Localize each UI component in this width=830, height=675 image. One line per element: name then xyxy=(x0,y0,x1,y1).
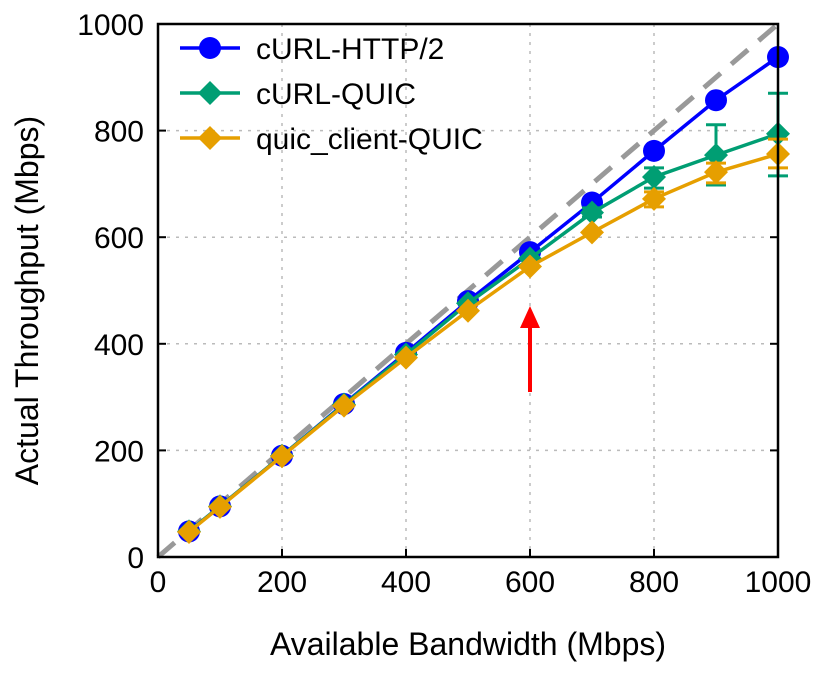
data-point xyxy=(642,186,666,211)
legend-marker xyxy=(198,81,222,105)
data-point xyxy=(208,494,232,519)
data-point xyxy=(704,160,728,185)
data-point xyxy=(580,200,604,225)
data-point xyxy=(394,345,418,370)
legend-marker xyxy=(199,37,221,59)
y-tick-label: 0 xyxy=(127,542,144,575)
legend-label: quic_client-QUIC xyxy=(256,123,483,156)
x-tick-label: 800 xyxy=(629,566,679,599)
y-tick-label: 800 xyxy=(94,116,144,149)
y-tick-label: 1000 xyxy=(77,9,144,42)
legend-marker xyxy=(198,126,222,150)
y-tick-label: 400 xyxy=(94,329,144,362)
x-tick-label: 1000 xyxy=(745,566,812,599)
data-point xyxy=(643,139,665,162)
y-tick-label: 600 xyxy=(94,222,144,255)
data-point xyxy=(642,164,666,189)
data-point xyxy=(177,519,201,544)
x-tick-label: 600 xyxy=(505,566,555,599)
data-point xyxy=(704,143,728,168)
series-line-1 xyxy=(187,132,779,533)
y-tick-label: 200 xyxy=(94,435,144,468)
x-tick-label: 200 xyxy=(257,566,307,599)
data-point xyxy=(580,220,604,245)
data-point xyxy=(332,393,356,418)
data-point xyxy=(456,298,480,323)
legend-label: cURL-HTTP/2 xyxy=(256,33,444,66)
legend-label: cURL-QUIC xyxy=(256,78,416,111)
plot-frame xyxy=(156,22,780,559)
data-point xyxy=(270,444,294,469)
x-axis-label: Available Bandwidth (Mbps) xyxy=(270,626,666,662)
data-point xyxy=(518,254,542,279)
x-tick-label: 400 xyxy=(381,566,431,599)
series-line-2 xyxy=(187,152,779,534)
y-axis-label: Actual Throughput (Mbps) xyxy=(9,116,45,485)
annotation-arrow-head xyxy=(520,306,540,328)
data-point xyxy=(705,89,727,112)
x-tick-label: 0 xyxy=(150,566,167,599)
